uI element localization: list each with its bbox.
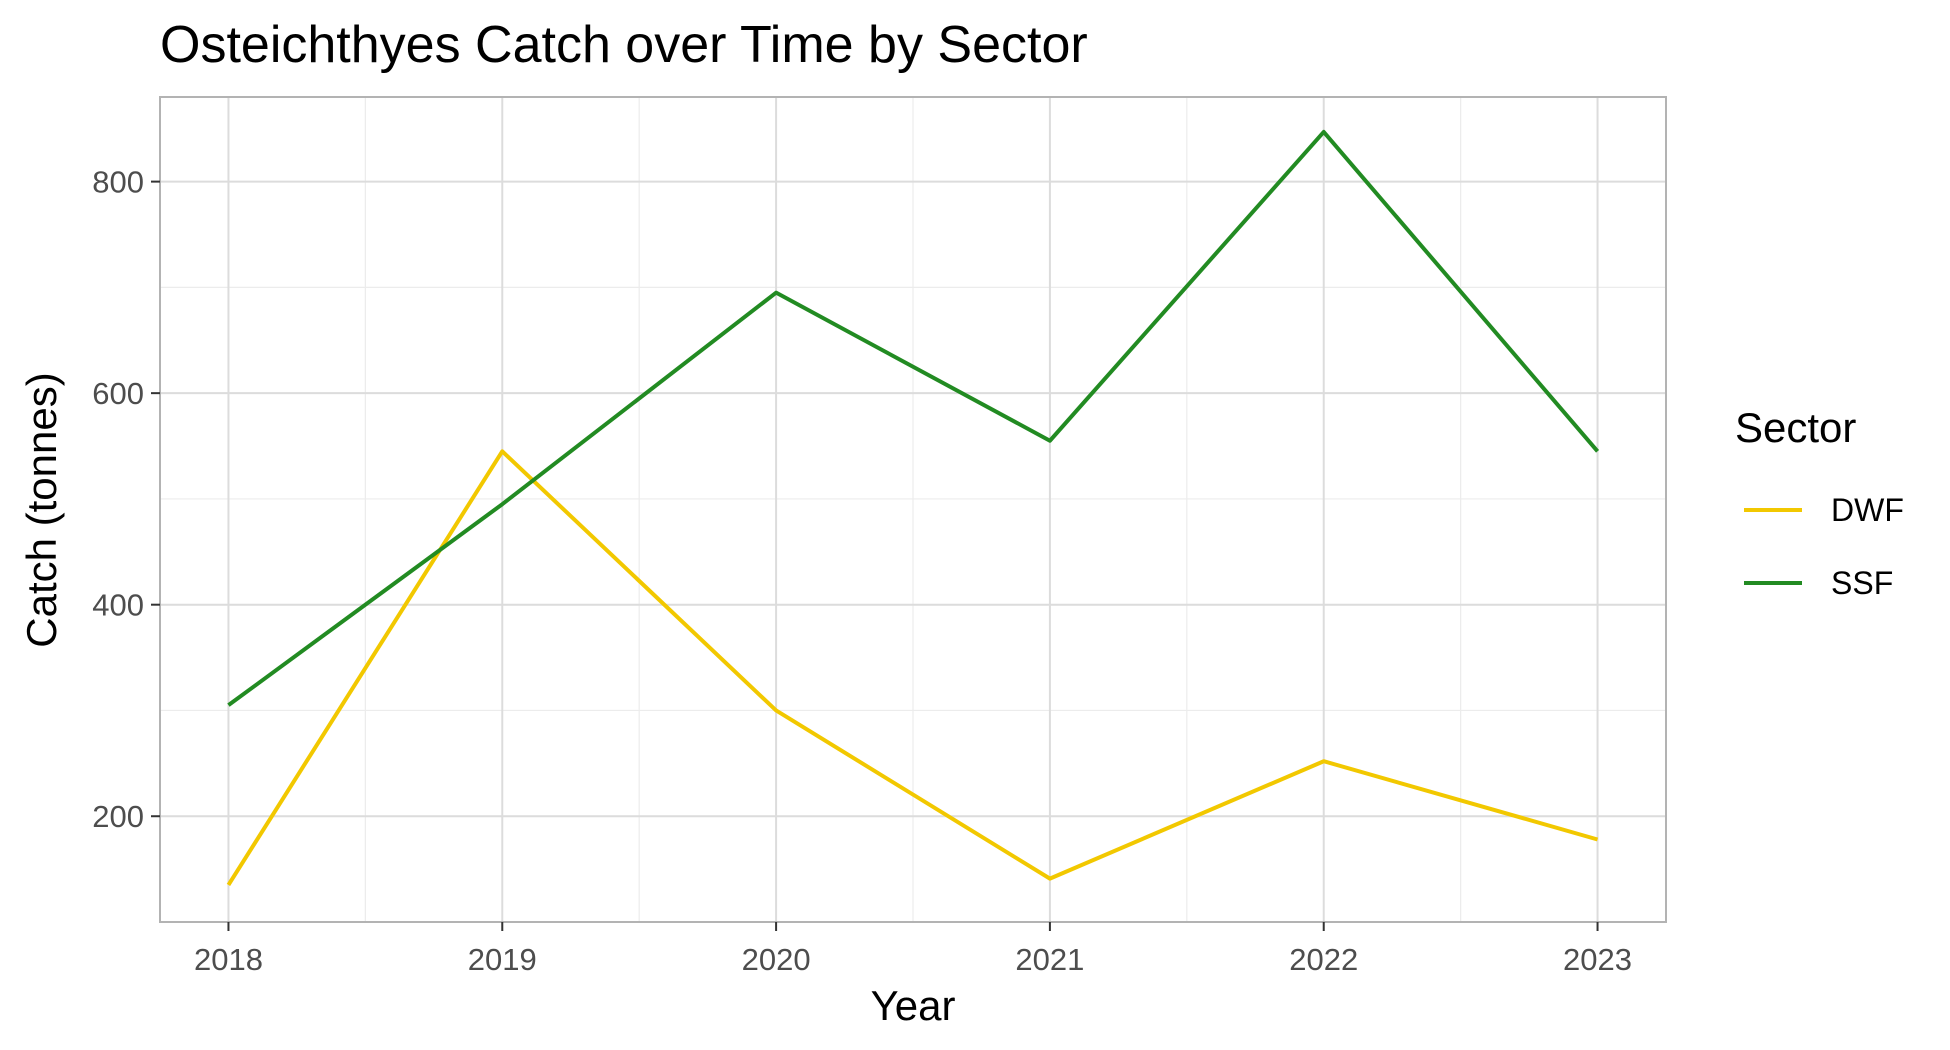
legend-label-dwf: DWF xyxy=(1831,492,1904,528)
x-tick-label: 2023 xyxy=(1563,942,1632,977)
x-tick-label: 2018 xyxy=(194,942,263,977)
y-tick-label: 200 xyxy=(92,799,144,834)
legend-label-ssf: SSF xyxy=(1831,565,1893,601)
grid xyxy=(160,97,1666,922)
y-tick-label: 800 xyxy=(92,165,144,200)
y-axis-title: Catch (tonnes) xyxy=(18,372,65,647)
x-tick-label: 2019 xyxy=(468,942,537,977)
x-tick-label: 2022 xyxy=(1289,942,1358,977)
series-line-dwf xyxy=(226,449,1599,887)
series-line-ssf xyxy=(227,129,1600,707)
y-tick-label: 400 xyxy=(92,588,144,623)
x-tick-label: 2020 xyxy=(742,942,811,977)
x-axis-title: Year xyxy=(871,982,956,1029)
y-tick-label: 600 xyxy=(92,376,144,411)
series-lines xyxy=(226,129,1600,887)
plot-border xyxy=(159,96,1667,923)
x-tick-label: 2021 xyxy=(1015,942,1084,977)
y-axis-ticks: 200 400 600 800 xyxy=(92,165,160,834)
legend-title: Sector xyxy=(1735,404,1856,451)
x-axis-ticks: 2018 2019 2020 2021 2022 2023 xyxy=(194,922,1632,977)
legend: Sector DWF SSF xyxy=(1735,404,1904,601)
chart-title: Osteichthyes Catch over Time by Sector xyxy=(160,16,1088,74)
